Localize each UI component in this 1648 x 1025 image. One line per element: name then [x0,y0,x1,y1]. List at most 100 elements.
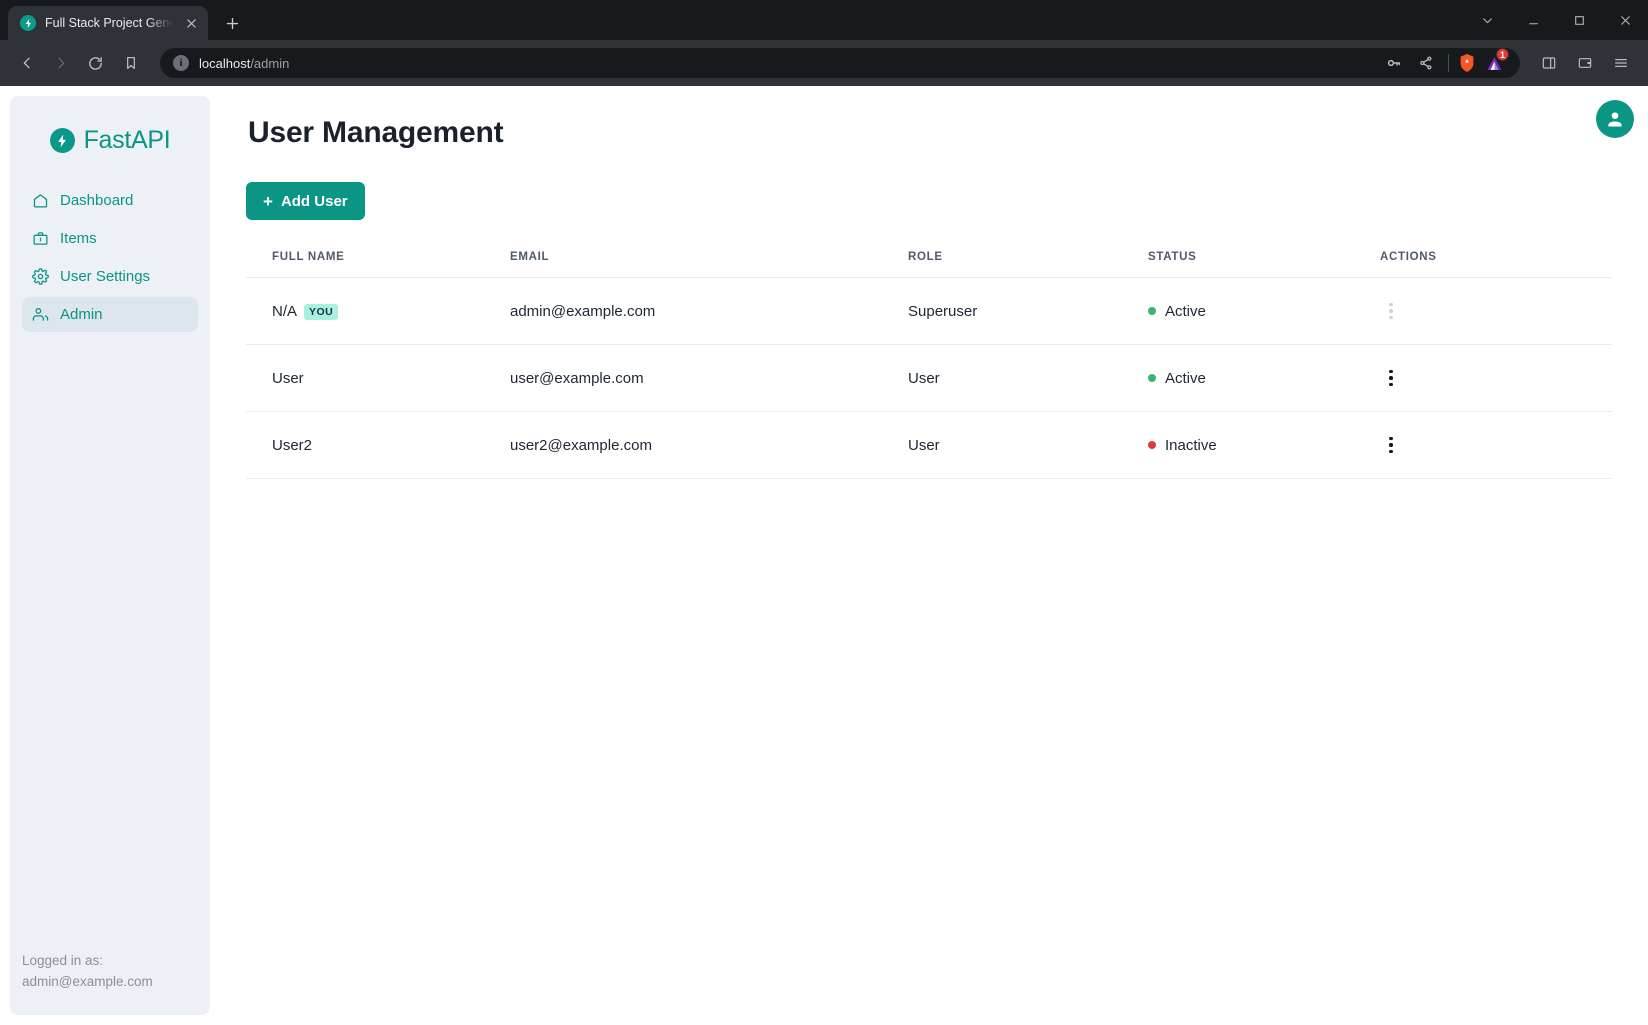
page-title: User Management [248,116,504,149]
briefcase-icon [32,230,49,247]
logged-in-label: Logged in as: [22,953,104,969]
cell-email: user@example.com [510,344,908,412]
row-actions-menu-icon[interactable] [1380,367,1402,389]
status-text: Active [1165,369,1206,387]
browser-tab[interactable]: Full Stack Project Genera [8,6,208,40]
key-icon[interactable] [1379,48,1409,78]
page-viewport: FastAPI Dashboard Items [0,86,1648,1025]
cell-status: Active [1148,277,1380,345]
you-badge: YOU [304,303,339,320]
column-header-status: STATUS [1148,251,1380,278]
minimize-icon[interactable] [1510,3,1556,37]
app-sidebar: FastAPI Dashboard Items [10,96,210,1015]
table-row: User2 user2@example.com User Inactive [246,411,1612,479]
cell-email: user2@example.com [510,411,908,479]
sidebar-item-label: Items [60,230,97,247]
close-icon[interactable] [1602,3,1648,37]
table-header: FULL NAME EMAIL ROLE STATUS ACTIONS [246,251,1612,278]
url-action-icons: 1 [1379,48,1512,78]
plus-icon: + [263,191,273,211]
main-content: User Management + Add User FULL NAME EMA… [210,86,1648,1025]
cell-actions [1380,277,1612,345]
tab-strip: Full Stack Project Genera [0,0,246,40]
extension-badge-count: 1 [1495,48,1509,61]
table-body: N/A YOU admin@example.com Superuser Activ… [246,277,1612,479]
users-icon [32,306,49,323]
sidebar-item-user-settings[interactable]: User Settings [22,259,198,294]
user-avatar-icon [1608,112,1622,127]
sidebar-item-label: Dashboard [60,192,134,209]
column-header-actions: ACTIONS [1380,251,1612,278]
cell-actions [1380,344,1612,412]
tab-title: Full Stack Project Genera [45,16,173,30]
cell-full-name: User2 [246,411,510,479]
maximize-icon[interactable] [1556,3,1602,37]
url-path: /admin [250,55,290,71]
logged-in-email: admin@example.com [22,974,153,990]
column-header-full-name: FULL NAME [246,251,510,278]
browser-titlebar: Full Stack Project Genera [0,0,1648,40]
cell-status: Inactive [1148,411,1380,479]
add-user-button-label: Add User [280,192,348,210]
sidebar-item-admin[interactable]: Admin [22,297,198,332]
app-logo[interactable]: FastAPI [10,96,210,183]
sidebar-item-items[interactable]: Items [22,221,198,256]
sidebar-item-label: Admin [60,306,103,323]
forward-arrow-icon [46,48,76,78]
url-host: localhost [199,55,251,71]
browser-toolbar: i localhost/admin 1 [0,40,1648,86]
url-bar-container: i localhost/admin 1 [114,48,1526,78]
back-arrow-icon[interactable] [12,48,42,78]
site-info-icon[interactable]: i [173,55,189,71]
fastapi-logo-icon [49,128,75,153]
cell-role: User [908,344,1148,412]
gear-icon [32,268,49,285]
users-table: FULL NAME EMAIL ROLE STATUS ACTIONS N/A Y… [246,251,1612,479]
column-header-email: EMAIL [510,251,908,278]
sidebar-item-label: User Settings [60,268,151,285]
cell-status: Active [1148,344,1380,412]
sidebar-footer: Logged in as: admin@example.com [10,951,210,1015]
sidebar-nav: Dashboard Items User Settings [10,183,210,332]
bookmark-icon[interactable] [116,48,146,78]
sidebar-item-dashboard[interactable]: Dashboard [22,183,198,218]
home-icon [32,192,49,209]
brave-shield-icon[interactable] [1456,52,1478,74]
row-actions-menu-icon[interactable] [1380,434,1402,456]
divider [1448,54,1449,72]
window-controls [1464,0,1648,40]
status-dot [1148,307,1156,315]
sidebar-panel-icon[interactable] [1534,48,1564,78]
new-tab-icon[interactable] [218,9,246,37]
cell-email: admin@example.com [510,277,908,345]
row-actions-menu-icon [1380,300,1402,322]
address-bar[interactable]: i localhost/admin 1 [160,48,1520,78]
url-text: localhost/admin [199,56,289,71]
reload-icon[interactable] [80,48,110,78]
full-name-text: User2 [272,436,313,454]
cell-actions [1380,411,1612,479]
toolbar-right-icons [1534,48,1636,78]
share-icon[interactable] [1411,48,1441,78]
full-name-text: User [272,369,304,387]
chevron-down-icon[interactable] [1464,3,1510,37]
add-user-button[interactable]: + Add User [246,182,365,220]
status-dot [1148,441,1156,449]
avatar[interactable] [1596,100,1634,138]
hamburger-menu-icon[interactable] [1606,48,1636,78]
status-text: Inactive [1165,436,1217,454]
table-row: User user@example.com User Active [246,344,1612,412]
status-dot [1148,374,1156,382]
cell-full-name: N/A YOU [246,277,510,345]
full-name-text: N/A [272,302,298,320]
triangle-extension-icon[interactable]: 1 [1480,48,1509,77]
table-header-row: FULL NAME EMAIL ROLE STATUS ACTIONS [246,251,1612,278]
status-text: Active [1165,302,1206,320]
wallet-icon[interactable] [1570,48,1600,78]
cell-role: User [908,411,1148,479]
app-logo-text: FastAPI [83,126,171,154]
table-row: N/A YOU admin@example.com Superuser Activ… [246,277,1612,345]
column-header-role: ROLE [908,251,1148,278]
fastapi-icon [20,15,36,31]
close-icon[interactable] [182,14,200,32]
